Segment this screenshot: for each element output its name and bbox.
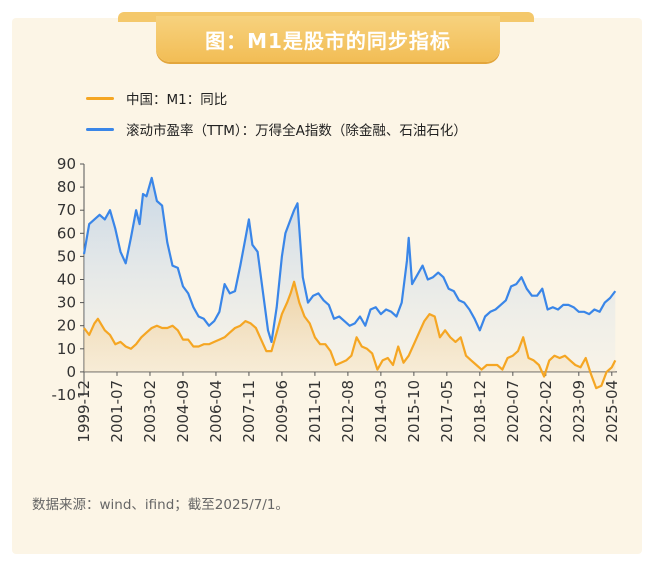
y-tick-label: 0 [66, 363, 76, 381]
y-tick-label: 20 [57, 317, 76, 335]
y-tick-label: 50 [57, 247, 76, 265]
y-tick-label: 90 [57, 155, 76, 173]
x-tick-label: 2014-03 [372, 380, 390, 443]
x-tick-label: 2022-02 [537, 380, 555, 443]
x-tick-label: 2012-08 [339, 380, 357, 443]
legend-swatch-m1 [86, 96, 114, 100]
x-tick-label: 2015-10 [405, 380, 423, 443]
y-tick-label: 40 [57, 271, 76, 289]
chart-title: 图：M1是股市的同步指标 [205, 28, 451, 53]
data-source-note: 数据来源：wind、ifind；截至2025/7/1。 [32, 497, 289, 513]
x-tick-label: 1999-12 [75, 380, 93, 443]
y-tick-label: 60 [57, 224, 76, 242]
y-tick-label: 80 [57, 178, 76, 196]
x-tick-label: 2003-02 [141, 380, 159, 443]
legend-label-m1: 中国：M1：同比 [126, 92, 228, 108]
series-line-m1 [83, 280, 617, 390]
legend-label-pe: 滚动市盈率（TTM）：万得全A指数（除金融、石油石化） [126, 123, 467, 139]
x-tick-label: 2001-07 [108, 380, 126, 443]
x-tick-label: 2011-01 [306, 380, 324, 443]
title-banner: 图：M1是股市的同步指标 [156, 16, 500, 62]
x-tick-label: 2020-07 [504, 380, 522, 443]
x-tick-label: 2018-12 [471, 380, 489, 443]
x-tick-label: 2023-09 [570, 380, 588, 443]
y-tick-label: 10 [57, 340, 76, 358]
y-tick-label: -10 [52, 386, 77, 404]
legend-swatch-pe [86, 127, 114, 131]
legend-item-pe: 滚动市盈率（TTM）：万得全A指数（除金融、石油石化） [86, 119, 467, 139]
series-line-pe [82, 176, 617, 343]
x-tick-label: 2004-09 [174, 380, 192, 443]
series-area-m1 [84, 281, 616, 389]
legend-item-m1: 中国：M1：同比 [86, 88, 227, 108]
y-tick-label: 30 [57, 294, 76, 312]
x-tick-label: 2009-06 [273, 380, 291, 443]
x-tick-label: 2006-04 [207, 380, 225, 443]
x-tick-label: 2025-04 [603, 380, 621, 443]
x-tick-label: 2017-05 [438, 380, 456, 443]
x-tick-label: 2007-11 [240, 380, 258, 443]
y-tick-label: 70 [57, 201, 76, 219]
